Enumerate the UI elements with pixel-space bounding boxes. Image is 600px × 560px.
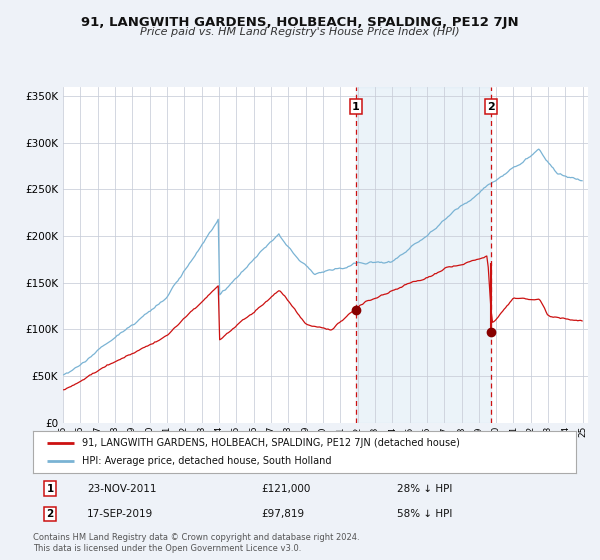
Text: HPI: Average price, detached house, South Holland: HPI: Average price, detached house, Sout… [82,456,331,466]
Text: 2: 2 [487,102,495,112]
Bar [356,87,491,423]
Text: 58% ↓ HPI: 58% ↓ HPI [397,509,452,519]
Text: 91, LANGWITH GARDENS, HOLBEACH, SPALDING, PE12 7JN: 91, LANGWITH GARDENS, HOLBEACH, SPALDING… [81,16,519,29]
Text: 91, LANGWITH GARDENS, HOLBEACH, SPALDING, PE12 7JN (detached house): 91, LANGWITH GARDENS, HOLBEACH, SPALDING… [82,437,460,447]
Text: 23-NOV-2011: 23-NOV-2011 [88,484,157,494]
Text: 2: 2 [47,509,54,519]
Text: Contains HM Land Registry data © Crown copyright and database right 2024.
This d: Contains HM Land Registry data © Crown c… [33,533,359,553]
Text: 28% ↓ HPI: 28% ↓ HPI [397,484,452,494]
Text: £121,000: £121,000 [261,484,310,494]
Text: 1: 1 [352,102,359,112]
Text: 1: 1 [47,484,54,494]
Text: £97,819: £97,819 [261,509,304,519]
Text: Price paid vs. HM Land Registry's House Price Index (HPI): Price paid vs. HM Land Registry's House … [140,27,460,37]
Text: 17-SEP-2019: 17-SEP-2019 [88,509,154,519]
